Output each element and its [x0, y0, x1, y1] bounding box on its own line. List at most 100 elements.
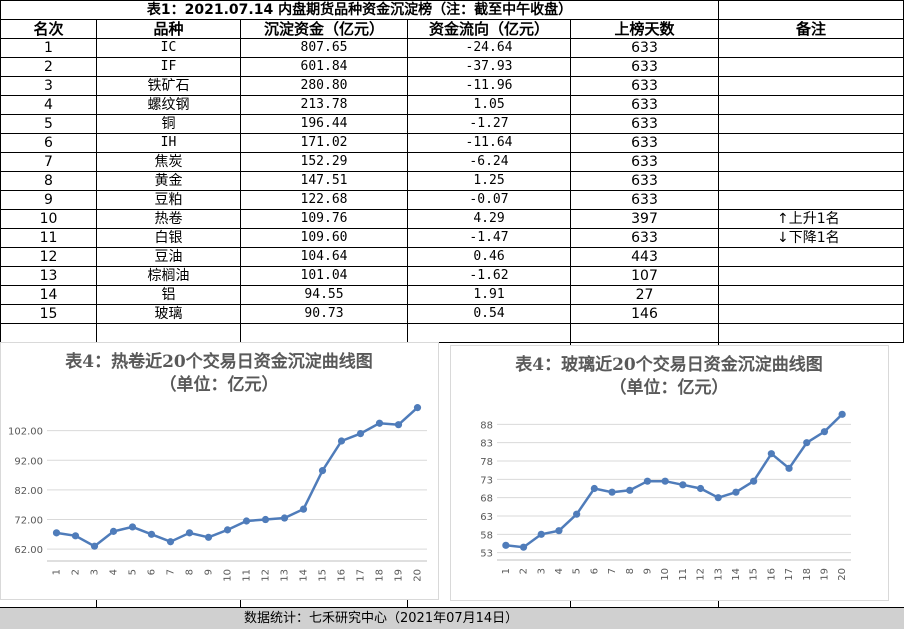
data-point[interactable] [555, 527, 563, 535]
data-point[interactable] [166, 538, 175, 546]
note-cell[interactable] [718, 190, 904, 210]
note-cell[interactable] [718, 114, 904, 134]
capital-cell[interactable]: 152.29 [240, 152, 408, 172]
data-point[interactable] [661, 477, 669, 485]
days-cell[interactable]: 633 [570, 190, 719, 210]
note-cell[interactable]: ↑上升1名 [718, 209, 904, 229]
name-cell[interactable]: IF [96, 57, 241, 77]
flow-cell[interactable]: -1.27 [407, 114, 571, 134]
note-cell[interactable] [718, 266, 904, 286]
chart-rebar-hot-coil[interactable]: 表4：热卷近20个交易日资金沉淀曲线图 （单位：亿元） 62.00 72.00 82.0… [0, 342, 439, 600]
capital-cell[interactable]: 807.65 [240, 38, 408, 58]
table-title-blank-cell[interactable] [718, 0, 904, 20]
capital-cell[interactable]: 171.02 [240, 133, 408, 153]
name-cell[interactable]: IH [96, 133, 241, 153]
blank-cell[interactable] [407, 323, 571, 343]
days-cell[interactable]: 443 [570, 247, 719, 267]
days-cell[interactable]: 633 [570, 38, 719, 58]
note-cell[interactable] [718, 38, 904, 58]
data-point[interactable] [502, 541, 510, 549]
rank-cell[interactable]: 10 [0, 209, 97, 229]
data-point[interactable] [52, 529, 61, 537]
note-cell[interactable] [718, 304, 904, 324]
flow-cell[interactable]: 4.29 [407, 209, 571, 229]
rank-cell[interactable]: 7 [0, 152, 97, 172]
name-cell[interactable]: 焦炭 [96, 152, 241, 172]
name-cell[interactable]: 铁矿石 [96, 76, 241, 96]
capital-cell[interactable]: 90.73 [240, 304, 408, 324]
table-row[interactable]: 5 铜 196.44 -1.27 633 [0, 114, 904, 134]
flow-cell[interactable]: -37.93 [407, 57, 571, 77]
data-point[interactable] [696, 484, 705, 493]
table-row-blank[interactable] [0, 323, 904, 343]
rank-cell[interactable]: 11 [0, 228, 97, 248]
flow-cell[interactable]: 0.46 [407, 247, 571, 267]
note-cell[interactable] [718, 57, 904, 77]
capital-cell[interactable]: 101.04 [240, 266, 408, 286]
flow-cell[interactable]: 1.25 [407, 171, 571, 191]
flow-cell[interactable]: -11.64 [407, 133, 571, 153]
note-cell[interactable]: ↓下降1名 [718, 228, 904, 248]
note-cell[interactable] [718, 152, 904, 172]
table-row[interactable]: 4 螺纹钢 213.78 1.05 633 [0, 95, 904, 115]
rank-cell[interactable]: 3 [0, 76, 97, 96]
data-point[interactable] [337, 437, 346, 445]
rank-cell[interactable]: 15 [0, 304, 97, 324]
flow-cell[interactable]: -1.47 [407, 228, 571, 248]
note-cell[interactable] [718, 171, 904, 191]
name-cell[interactable]: 螺纹钢 [96, 95, 241, 115]
data-point[interactable] [223, 526, 232, 534]
blank-cell[interactable] [718, 323, 904, 343]
data-point[interactable] [519, 543, 528, 551]
table-row[interactable]: 3 铁矿石 280.80 -11.96 633 [0, 76, 904, 96]
table-row[interactable]: 1 IC 807.65 -24.64 633 [0, 38, 904, 58]
data-point[interactable] [537, 530, 545, 538]
table-row[interactable]: 2 IF 601.84 -37.93 633 [0, 57, 904, 77]
days-cell[interactable]: 633 [570, 171, 719, 191]
flow-cell[interactable]: 0.54 [407, 304, 571, 324]
data-point[interactable] [679, 481, 687, 489]
note-cell[interactable] [718, 76, 904, 96]
data-point[interactable] [90, 542, 99, 550]
rank-cell[interactable]: 12 [0, 247, 97, 267]
data-point[interactable] [767, 450, 775, 458]
name-cell[interactable]: 热卷 [96, 209, 241, 229]
capital-cell[interactable]: 94.55 [240, 285, 408, 305]
blank-cell[interactable] [570, 323, 719, 343]
capital-cell[interactable]: 109.76 [240, 209, 408, 229]
capital-cell[interactable]: 122.68 [240, 190, 408, 210]
capital-cell[interactable]: 213.78 [240, 95, 408, 115]
data-point[interactable] [356, 429, 365, 438]
name-cell[interactable]: 黄金 [96, 171, 241, 191]
name-cell[interactable]: 白银 [96, 228, 241, 248]
data-point[interactable] [785, 464, 793, 472]
note-cell[interactable] [718, 133, 904, 153]
data-point[interactable] [732, 488, 740, 496]
table-row[interactable]: 10 热卷 109.76 4.29 397 ↑上升1名 [0, 209, 904, 229]
rank-cell[interactable]: 2 [0, 57, 97, 77]
capital-cell[interactable]: 109.60 [240, 228, 408, 248]
days-cell[interactable]: 633 [570, 228, 719, 248]
data-point[interactable] [838, 410, 846, 418]
days-cell[interactable]: 27 [570, 285, 719, 305]
days-cell[interactable]: 633 [570, 76, 719, 96]
flow-cell[interactable]: -11.96 [407, 76, 571, 96]
rank-cell[interactable]: 13 [0, 266, 97, 286]
data-point[interactable] [204, 533, 213, 541]
data-point[interactable] [147, 530, 156, 538]
flow-cell[interactable]: 1.05 [407, 95, 571, 115]
blank-cell[interactable] [0, 323, 97, 343]
rank-cell[interactable]: 4 [0, 95, 97, 115]
chart-glass[interactable]: 表4：玻璃近20个交易日资金沉淀曲线图 （单位：亿元） 53 58 63 68 73 78 83… [450, 345, 889, 601]
data-point[interactable] [573, 510, 581, 518]
days-cell[interactable]: 146 [570, 304, 719, 324]
data-point[interactable] [590, 484, 598, 493]
table-row[interactable]: 9 豆粕 122.68 -0.07 633 [0, 190, 904, 210]
rank-cell[interactable]: 5 [0, 114, 97, 134]
data-point[interactable] [128, 523, 137, 531]
name-cell[interactable]: 豆油 [96, 247, 241, 267]
flow-cell[interactable]: -6.24 [407, 152, 571, 172]
rank-cell[interactable]: 1 [0, 38, 97, 58]
capital-cell[interactable]: 280.80 [240, 76, 408, 96]
capital-cell[interactable]: 196.44 [240, 114, 408, 134]
